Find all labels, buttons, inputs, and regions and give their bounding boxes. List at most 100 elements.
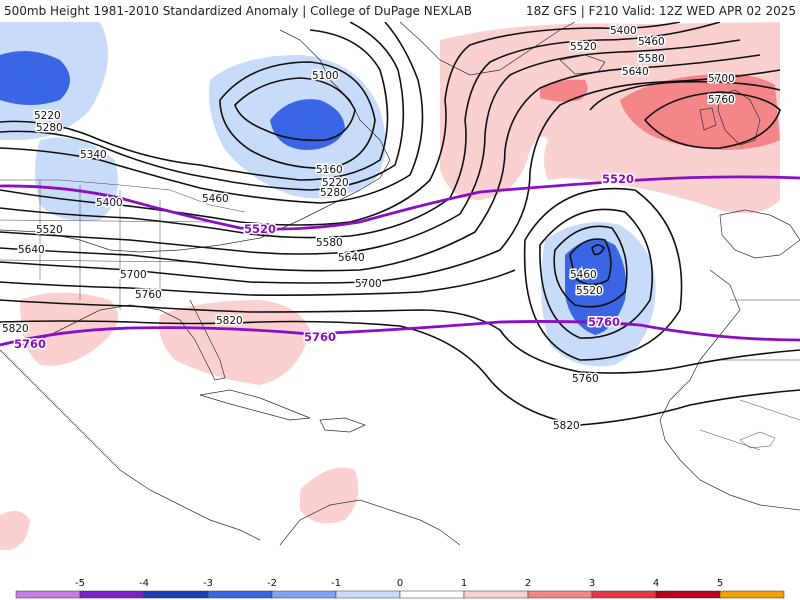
label-5580-center: 5580: [316, 237, 343, 249]
contour-5520-low: [553, 225, 628, 308]
positive-anomaly-north-atlantic: [440, 22, 780, 214]
purple-contour-5760: [0, 320, 800, 347]
label-5220-nw: 5220: [34, 110, 61, 122]
contour-5580: [0, 54, 761, 272]
label-5160: 5160: [316, 164, 343, 176]
lake-victoria-outline: [739, 431, 776, 449]
colorbar-tick-label: -1: [331, 578, 341, 589]
colorbar-tick-label: 4: [653, 578, 659, 589]
anomaly-colorbar: -5 -4 -3 -2 -1 0 1 2 3 4 5: [15, 578, 785, 599]
label-5520-low: 5520: [576, 285, 603, 297]
purple-label-5520-east: 5520: [602, 172, 634, 186]
contour-5460-low: [569, 238, 612, 286]
ireland-coastline: [699, 107, 717, 131]
colorbar-tick-label: 0: [397, 578, 403, 589]
label-5820-center: 5820: [216, 315, 243, 327]
reference-contours: [0, 175, 800, 347]
colorbar-tick-label: -3: [203, 578, 213, 589]
colorbar-segment: [463, 590, 529, 599]
label-5760-west: 5760: [135, 289, 162, 301]
mexico-coastline: [0, 349, 261, 541]
africa-coastline: [659, 269, 800, 511]
florida-coastline: [19, 299, 226, 381]
figure-header: 500mb Height 1981-2010 Standardized Anom…: [0, 0, 800, 22]
colorbar-tick-label: 3: [589, 578, 595, 589]
contour-5700: [0, 269, 516, 296]
label-5700-center: 5700: [355, 278, 382, 290]
label-5340: 5340: [80, 149, 107, 161]
label-5760-uk: 5760: [708, 94, 735, 106]
south-america-coastline: [279, 499, 461, 546]
colorbar-tick-label: -4: [139, 578, 149, 589]
label-5640-center: 5640: [338, 252, 365, 264]
label-5100: 5100: [312, 70, 339, 82]
colorbar-tick-label: 1: [461, 578, 467, 589]
purple-label-5520-west: 5520: [244, 222, 276, 236]
contour-5580-low: [539, 208, 653, 339]
colorbar-segment: [15, 590, 81, 599]
label-5460-west: 5460: [202, 193, 229, 205]
label-5460-top: 5460: [638, 36, 665, 48]
label-5700-top: 5700: [708, 73, 735, 85]
colorbar-tick-label: -2: [267, 578, 277, 589]
colorbar-segment: [271, 590, 337, 599]
positive-anomaly-pacific: [0, 511, 30, 550]
contour-5640: [0, 69, 781, 284]
positive-anomaly-europe: [620, 73, 780, 150]
basemap: [0, 22, 800, 546]
label-5640-west: 5640: [18, 244, 45, 256]
contour-5220: [0, 29, 389, 181]
label-5580-top: 5580: [638, 53, 665, 65]
contour-5760-europe: [643, 91, 781, 149]
contour-5640-low: [523, 187, 683, 361]
colorbar-segment: [527, 590, 593, 599]
label-5640-top: 5640: [622, 66, 649, 78]
label-5220-ne: 5220: [322, 177, 349, 189]
colorbar-bar: [15, 590, 785, 599]
label-5460-low: 5460: [570, 269, 597, 281]
label-5400-top: 5400: [610, 25, 637, 37]
greenland-coastline: [399, 22, 576, 76]
positive-anomaly-florida: [159, 300, 310, 385]
purple-contour-5520: [0, 175, 800, 231]
negative-anomaly-hudson-core: [0, 51, 70, 105]
contour-closed-low-center: [591, 244, 605, 256]
anomaly-shading: [0, 22, 780, 550]
colorbar-tick-labels: -5 -4 -3 -2 -1 0 1 2 3 4 5: [75, 578, 723, 589]
label-5700-west: 5700: [120, 269, 147, 281]
colorbar-segment: [143, 590, 209, 599]
contour-5160: [219, 61, 376, 169]
label-5280-ne: 5280: [320, 187, 347, 199]
purple-label-5760-center: 5760: [304, 330, 336, 344]
colorbar-segment: [655, 590, 721, 599]
label-5520-west: 5520: [36, 224, 63, 236]
us-state-borders: [0, 180, 211, 310]
colorbar-tick-label: 2: [525, 578, 531, 589]
purple-label-5760-east: 5760: [588, 315, 620, 329]
colorbar-tick-label: -5: [75, 578, 85, 589]
us-canada-border: [0, 179, 246, 213]
figure-title: 500mb Height 1981-2010 Standardized Anom…: [4, 4, 472, 18]
colorbar-tick-label: 5: [717, 578, 723, 589]
label-5280-nw: 5280: [36, 122, 63, 134]
contour-labels: 5400 5460 5520 5580 5640 5700 5760 5100 …: [1, 24, 737, 434]
hispaniola-coastline: [319, 417, 366, 433]
positive-anomaly-caribbean: [300, 467, 359, 524]
positive-anomaly-gulf: [20, 292, 118, 366]
colorbar-segment: [79, 590, 145, 599]
contour-5400: [0, 22, 681, 226]
contour-5460: [0, 22, 721, 239]
model-valid-time: 18Z GFS | F210 Valid: 12Z WED APR 02 202…: [525, 4, 796, 18]
colorbar-segment: [207, 590, 273, 599]
negative-anomaly-great-lakes: [35, 137, 118, 221]
colorbar-segment: [335, 590, 401, 599]
map-canvas: 5400 5460 5520 5580 5640 5700 5760 5100 …: [0, 22, 800, 550]
label-5520-top: 5520: [570, 41, 597, 53]
height-contours: [0, 22, 800, 426]
africa-borders: [699, 299, 800, 451]
contour-5100: [234, 77, 356, 142]
contour-5280: [0, 22, 405, 191]
uk-coastline: [717, 89, 761, 146]
iberia-coastline: [719, 209, 800, 259]
